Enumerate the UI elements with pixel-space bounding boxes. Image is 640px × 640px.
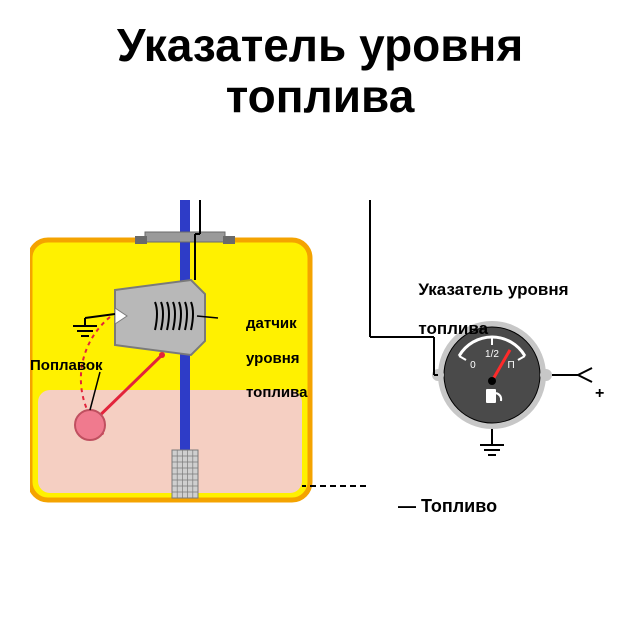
svg-text:0: 0 bbox=[470, 360, 476, 371]
label-float: Поплавок bbox=[30, 357, 103, 374]
diagram-area: 01/2П Поплавок датчик уровня топлива Ука… bbox=[30, 200, 610, 620]
label-sensor-l2: уровня bbox=[246, 350, 300, 367]
title-line1: Указатель уровня bbox=[117, 19, 523, 71]
svg-text:П: П bbox=[507, 360, 514, 371]
label-sensor-l3: топлива bbox=[246, 384, 308, 401]
label-fuel: — Топливо bbox=[368, 475, 497, 537]
label-sensor: датчик уровня топлива bbox=[221, 298, 308, 419]
label-plus: + bbox=[595, 385, 604, 403]
page-title: Указатель уровня топлива bbox=[0, 20, 640, 121]
label-gauge: Указатель уровня топлива bbox=[390, 260, 569, 358]
label-sensor-l1: датчик bbox=[246, 315, 297, 332]
title-line2: топлива bbox=[226, 70, 415, 122]
label-gauge-l1: Указатель уровня bbox=[418, 280, 568, 299]
label-gauge-l2: топлива bbox=[418, 319, 488, 338]
label-fuel-text: Топливо bbox=[421, 496, 497, 516]
